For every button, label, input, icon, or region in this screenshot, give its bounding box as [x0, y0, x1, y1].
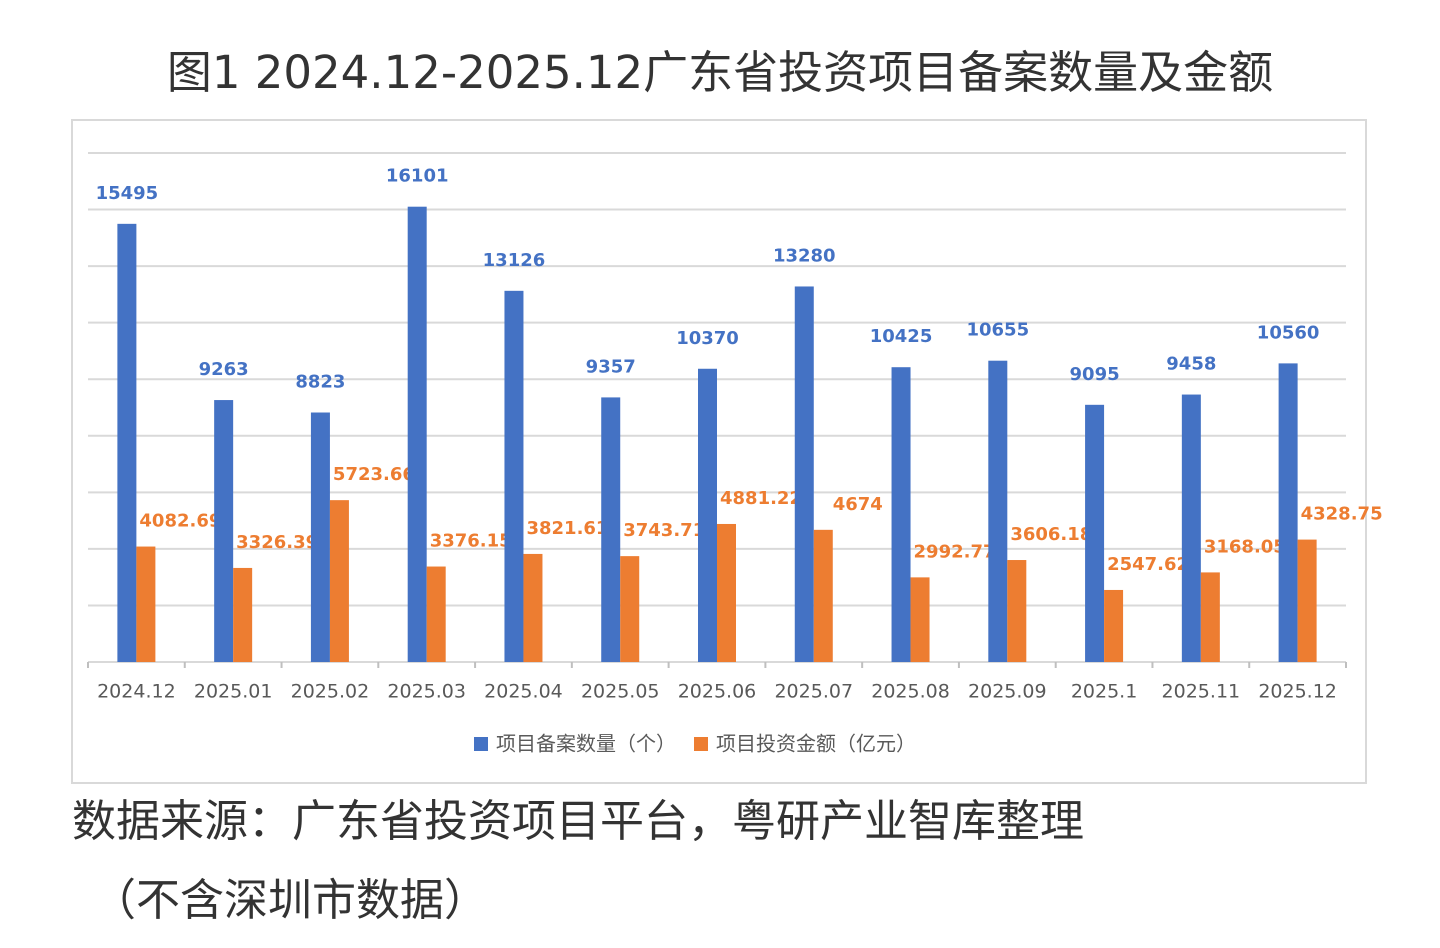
bar [717, 523, 736, 662]
legend-swatch [694, 737, 708, 751]
data-label: 3326.39 [236, 532, 318, 553]
bar [1181, 394, 1201, 662]
bar [1085, 404, 1105, 662]
x-tick-label: 2025.05 [581, 681, 660, 703]
bar [1104, 589, 1124, 662]
data-label: 4881.22 [720, 488, 802, 509]
x-tick-label: 2025.07 [774, 681, 853, 703]
data-label: 2547.62 [1107, 554, 1189, 575]
data-label: 10655 [966, 320, 1029, 341]
data-label: 3743.71 [623, 520, 705, 541]
x-tick-label: 2025.09 [968, 681, 1047, 703]
bar [136, 546, 156, 662]
bar [329, 500, 349, 662]
x-tick-label: 2025.03 [387, 681, 466, 703]
data-label: 9095 [1070, 364, 1120, 385]
data-label: 10560 [1257, 322, 1320, 343]
bar [1297, 539, 1317, 662]
bar [1278, 363, 1298, 662]
bar [214, 400, 234, 662]
bar [794, 286, 814, 662]
x-tick-label: 2025.02 [291, 681, 370, 703]
source-note: （不含深圳市数据） [92, 875, 488, 926]
bar [1200, 572, 1220, 662]
data-label: 2992.77 [914, 541, 996, 562]
x-tick-label: 2025.1 [1071, 681, 1137, 703]
legend-label: 项目备案数量（个） [496, 732, 676, 756]
data-label: 4082.69 [139, 511, 221, 532]
data-label: 5723.66 [333, 464, 415, 485]
data-label: 9458 [1166, 354, 1216, 375]
data-label: 16101 [386, 166, 449, 187]
x-tick-label: 2025.11 [1162, 681, 1241, 703]
chart-title: 图1 2024.12-2025.12广东省投资项目备案数量及金额 [167, 46, 1273, 99]
data-label: 3606.18 [1010, 524, 1092, 545]
legend-swatch [474, 737, 488, 751]
data-label: 4674 [833, 494, 883, 515]
bar [523, 553, 543, 662]
data-label: 15495 [96, 183, 159, 204]
source-note: 数据来源：广东省投资项目平台，粤研产业智库整理 [72, 796, 1084, 847]
data-label: 13126 [483, 250, 546, 271]
bar [1007, 560, 1027, 662]
bar [407, 206, 427, 662]
x-tick-label: 2025.08 [871, 681, 950, 703]
data-label: 3376.15 [430, 531, 512, 552]
bar [988, 360, 1008, 662]
bar [891, 367, 911, 662]
bar [426, 566, 446, 662]
x-tick-label: 2024.12 [97, 681, 176, 703]
x-tick-label: 2025.06 [678, 681, 757, 703]
x-tick-label: 2025.01 [194, 681, 273, 703]
data-label: 13280 [773, 245, 836, 266]
bar [233, 567, 253, 662]
data-label: 3821.61 [526, 518, 608, 539]
bar [310, 412, 330, 662]
chart-frame [71, 119, 1367, 784]
bar [698, 368, 717, 662]
data-label: 9357 [586, 356, 636, 377]
bar [620, 556, 640, 662]
data-label: 10370 [676, 328, 739, 349]
bar [504, 290, 524, 662]
bar [910, 577, 930, 662]
data-label: 3168.05 [1204, 536, 1286, 557]
data-label: 9263 [199, 359, 249, 380]
data-label: 10425 [870, 326, 933, 347]
x-tick-label: 2025.12 [1258, 681, 1337, 703]
bar [601, 397, 621, 662]
bar [813, 529, 833, 662]
bar [117, 223, 137, 663]
legend-label: 项目投资金额（亿元） [716, 732, 916, 756]
data-label: 8823 [295, 372, 345, 393]
x-tick-label: 2025.04 [484, 681, 563, 703]
data-label: 4328.75 [1301, 504, 1383, 525]
